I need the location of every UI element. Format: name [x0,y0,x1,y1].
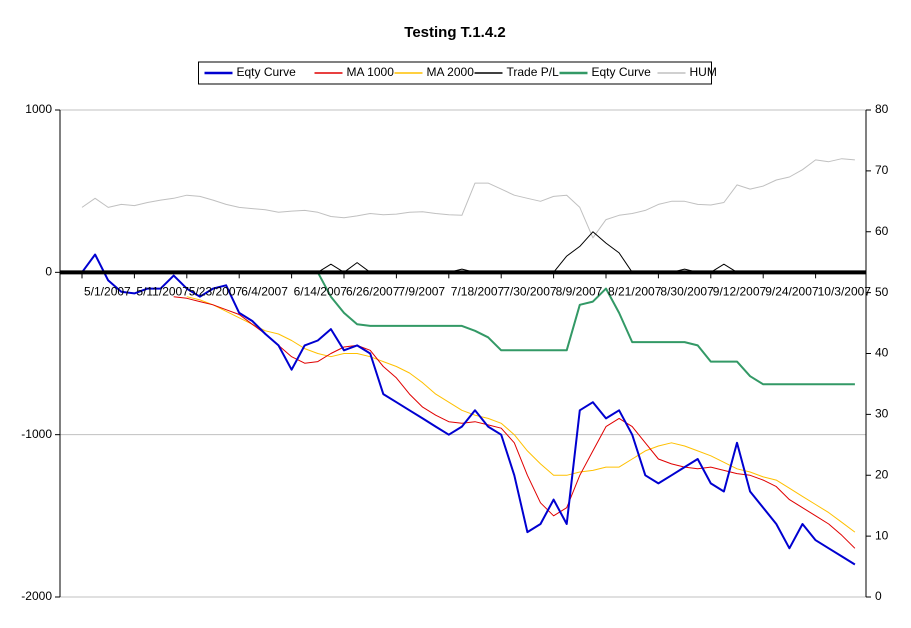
legend-label: MA 2000 [427,65,475,79]
x-tick-label: 9/24/2007 [765,285,819,299]
legend-label: HUM [690,65,717,79]
x-tick-label: 8/21/2007 [608,285,662,299]
y2-tick-label: 20 [875,467,889,481]
series-line [173,296,856,549]
y-tick-label: 1000 [25,102,52,116]
y2-tick-label: 40 [875,346,889,360]
x-tick-label: 9/12/2007 [713,285,767,299]
x-tick-label: 10/3/2007 [818,285,872,299]
legend-label: MA 1000 [347,65,395,79]
x-tick-label: 7/18/2007 [451,285,505,299]
y2-tick-label: 50 [875,285,889,299]
y-tick-label: 0 [45,265,52,279]
y2-tick-label: 60 [875,224,889,238]
x-tick-label: 6/14/2007 [294,285,348,299]
y-tick-label: -2000 [21,589,52,603]
x-tick-label: 5/11/2007 [136,285,189,299]
y2-tick-label: 80 [875,102,889,116]
y2-tick-label: 30 [875,407,889,421]
y2-tick-label: 10 [875,528,889,542]
x-tick-label: 6/4/2007 [241,285,288,299]
y-tick-label: -1000 [21,427,52,441]
x-tick-label: 7/9/2007 [398,285,445,299]
legend-box [198,61,712,85]
x-tick-label: 5/1/2007 [84,285,131,299]
legend-label: Eqty Curve [237,65,297,79]
y2-tick-label: 0 [875,589,882,603]
legend-label: Eqty Curve [592,65,652,79]
series-line [81,253,856,566]
chart-title: Testing T.1.4.2 [404,24,505,41]
series-line [81,158,855,239]
x-tick-label: 8/9/2007 [556,285,603,299]
x-tick-label: 8/30/2007 [660,285,714,299]
y2-tick-label: 70 [875,163,889,177]
x-tick-label: 6/26/2007 [346,285,400,299]
x-tick-label: 7/30/2007 [503,285,557,299]
legend-label: Trade P/L [507,65,560,79]
x-tick-label: 5/23/2007 [189,285,243,299]
